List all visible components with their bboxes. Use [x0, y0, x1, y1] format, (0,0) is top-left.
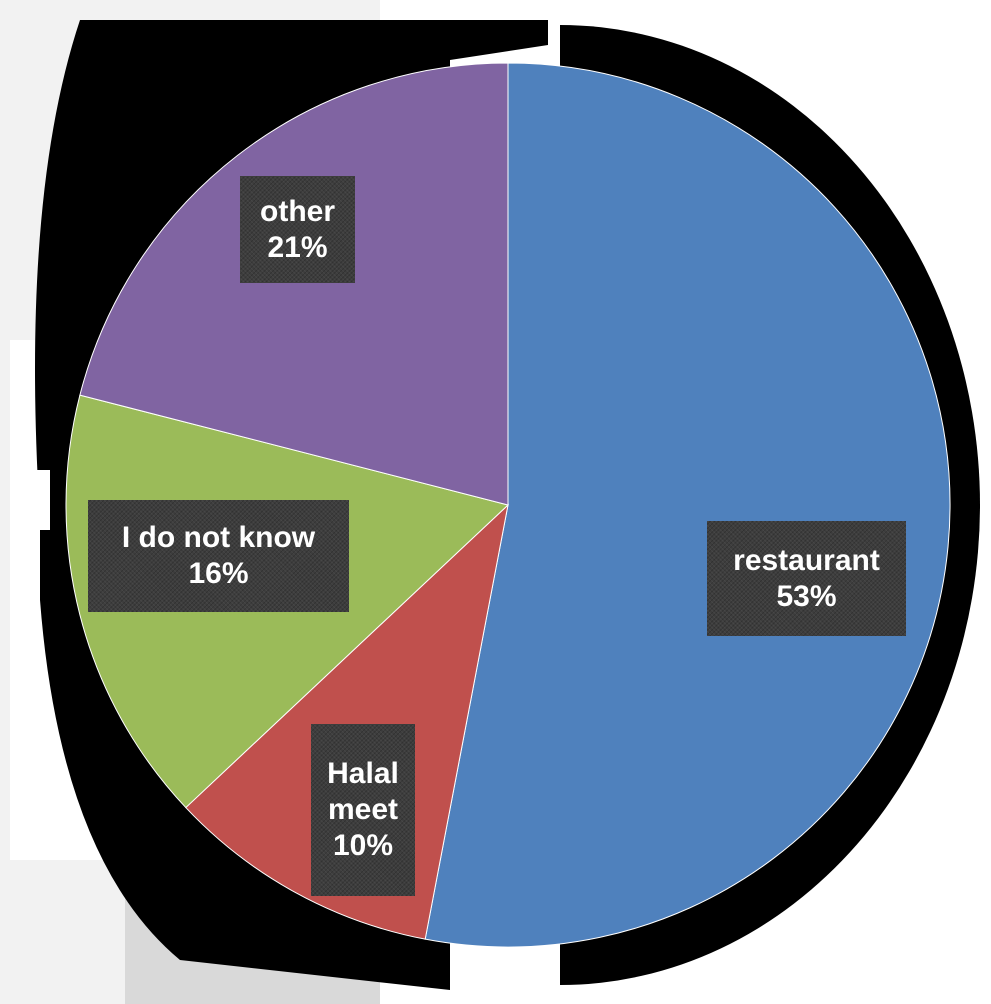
pie-slice-restaurant — [424, 62, 951, 948]
data-label-name-part: Halal — [327, 757, 399, 790]
data-label-value: 21% — [267, 230, 328, 264]
data-label-name: restaurant — [733, 543, 880, 577]
data-label-halal-meet: Halal meet 10% — [311, 724, 415, 896]
data-label-value: 53% — [776, 579, 837, 613]
pie-slices — [65, 62, 951, 948]
shadow-notch — [20, 470, 50, 530]
data-label-i-do-not-know: I do not know 16% — [88, 500, 349, 612]
pie-slice-other — [79, 62, 509, 506]
data-label-name-part: meet — [327, 793, 399, 826]
data-label-value: 16% — [188, 557, 249, 590]
data-label-name: I do not know — [121, 521, 316, 554]
data-label-name: other — [260, 194, 335, 228]
data-label-restaurant: restaurant 53% — [707, 521, 906, 636]
pie-slice-halal-meet — [185, 503, 509, 940]
data-label-value: 10% — [332, 829, 394, 862]
data-label-other: other 21% — [240, 176, 355, 283]
